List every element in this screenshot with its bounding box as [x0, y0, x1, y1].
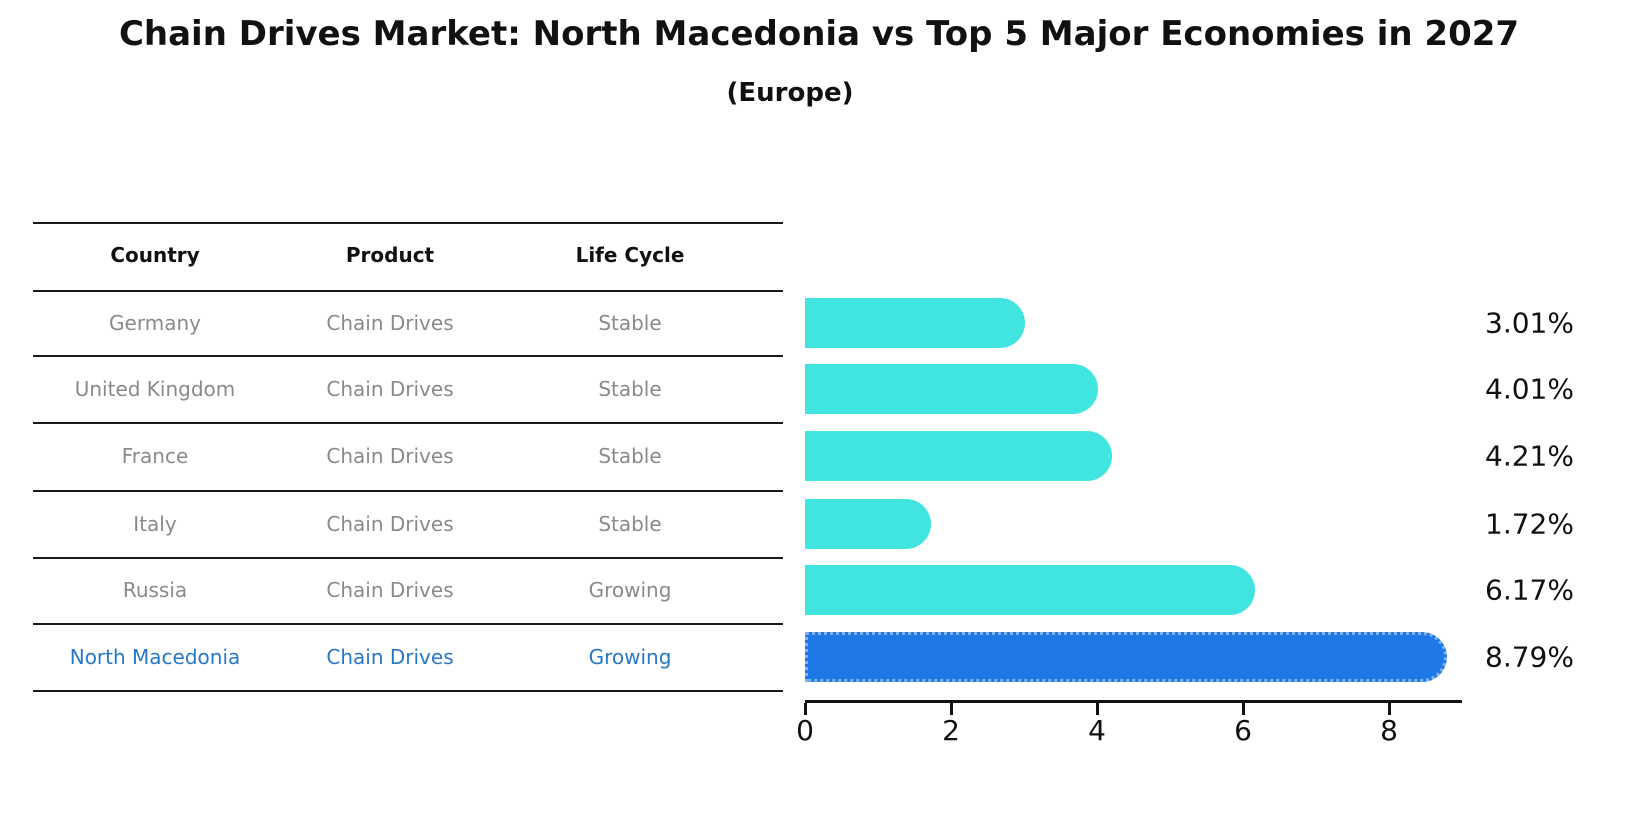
x-axis-tick	[1096, 703, 1099, 715]
bar	[805, 363, 1098, 414]
table-cell-life_cycle: Growing	[588, 578, 672, 602]
bar-highlight	[805, 631, 1447, 682]
table-cell-life_cycle: Stable	[598, 376, 662, 401]
x-axis-tick	[804, 703, 807, 715]
table-cell-country: North Macedonia	[69, 644, 241, 669]
x-axis-tick	[1242, 703, 1245, 715]
table-separator-line	[33, 490, 783, 492]
table-separator-line	[33, 557, 783, 559]
table-cell-product: Chain Drives	[326, 644, 454, 669]
bar-value-label: 3.01%	[1485, 306, 1574, 339]
x-axis-tick	[1388, 703, 1391, 715]
table-separator-line	[33, 623, 783, 625]
x-axis-tick-label: 8	[1380, 714, 1398, 747]
table-cell-life_cycle: Stable	[598, 511, 662, 536]
table-separator-line	[33, 422, 783, 424]
table-cell-product: Chain Drives	[326, 578, 454, 602]
bar-value-label: 1.72%	[1485, 507, 1574, 540]
table-cell-country: France	[121, 444, 189, 468]
table-cell-product: Chain Drives	[326, 511, 454, 536]
chart-title: Chain Drives Market: North Macedonia vs …	[118, 14, 1520, 54]
table-cell-country: Russia	[122, 578, 188, 602]
bar	[805, 297, 1025, 348]
bar-value-label: 6.17%	[1485, 573, 1574, 607]
table-cell-life_cycle: Stable	[598, 444, 662, 468]
table-cell-life_cycle: Growing	[588, 644, 672, 669]
bar	[805, 431, 1113, 481]
bar-value-label: 4.21%	[1485, 439, 1574, 473]
table-header-cell: Life Cycle	[575, 243, 685, 267]
chart-subtitle: (Europe)	[726, 78, 854, 108]
bar	[805, 498, 931, 549]
x-axis-line	[805, 700, 1462, 703]
x-axis-tick-label: 2	[942, 714, 960, 747]
table-separator-line	[33, 222, 783, 224]
table-cell-country: Italy	[133, 511, 177, 536]
table-cell-product: Chain Drives	[326, 310, 454, 335]
table-cell-country: United Kingdom	[74, 376, 236, 401]
bar-value-label: 8.79%	[1485, 640, 1574, 673]
table-cell-product: Chain Drives	[326, 376, 454, 401]
x-axis-tick	[950, 703, 953, 715]
table-separator-line	[33, 355, 783, 357]
table-header-cell: Product	[345, 243, 435, 267]
table-header-cell: Country	[110, 243, 200, 267]
x-axis-tick-label: 4	[1088, 714, 1106, 747]
table-separator-line	[33, 290, 783, 292]
table-separator-line	[33, 690, 783, 692]
bar	[805, 565, 1256, 615]
x-axis-tick-label: 0	[796, 714, 814, 747]
table-cell-product: Chain Drives	[326, 444, 454, 468]
table-cell-life_cycle: Stable	[598, 310, 662, 335]
bar-value-label: 4.01%	[1485, 372, 1574, 405]
table-cell-country: Germany	[109, 310, 201, 335]
x-axis-tick-label: 6	[1234, 714, 1252, 747]
